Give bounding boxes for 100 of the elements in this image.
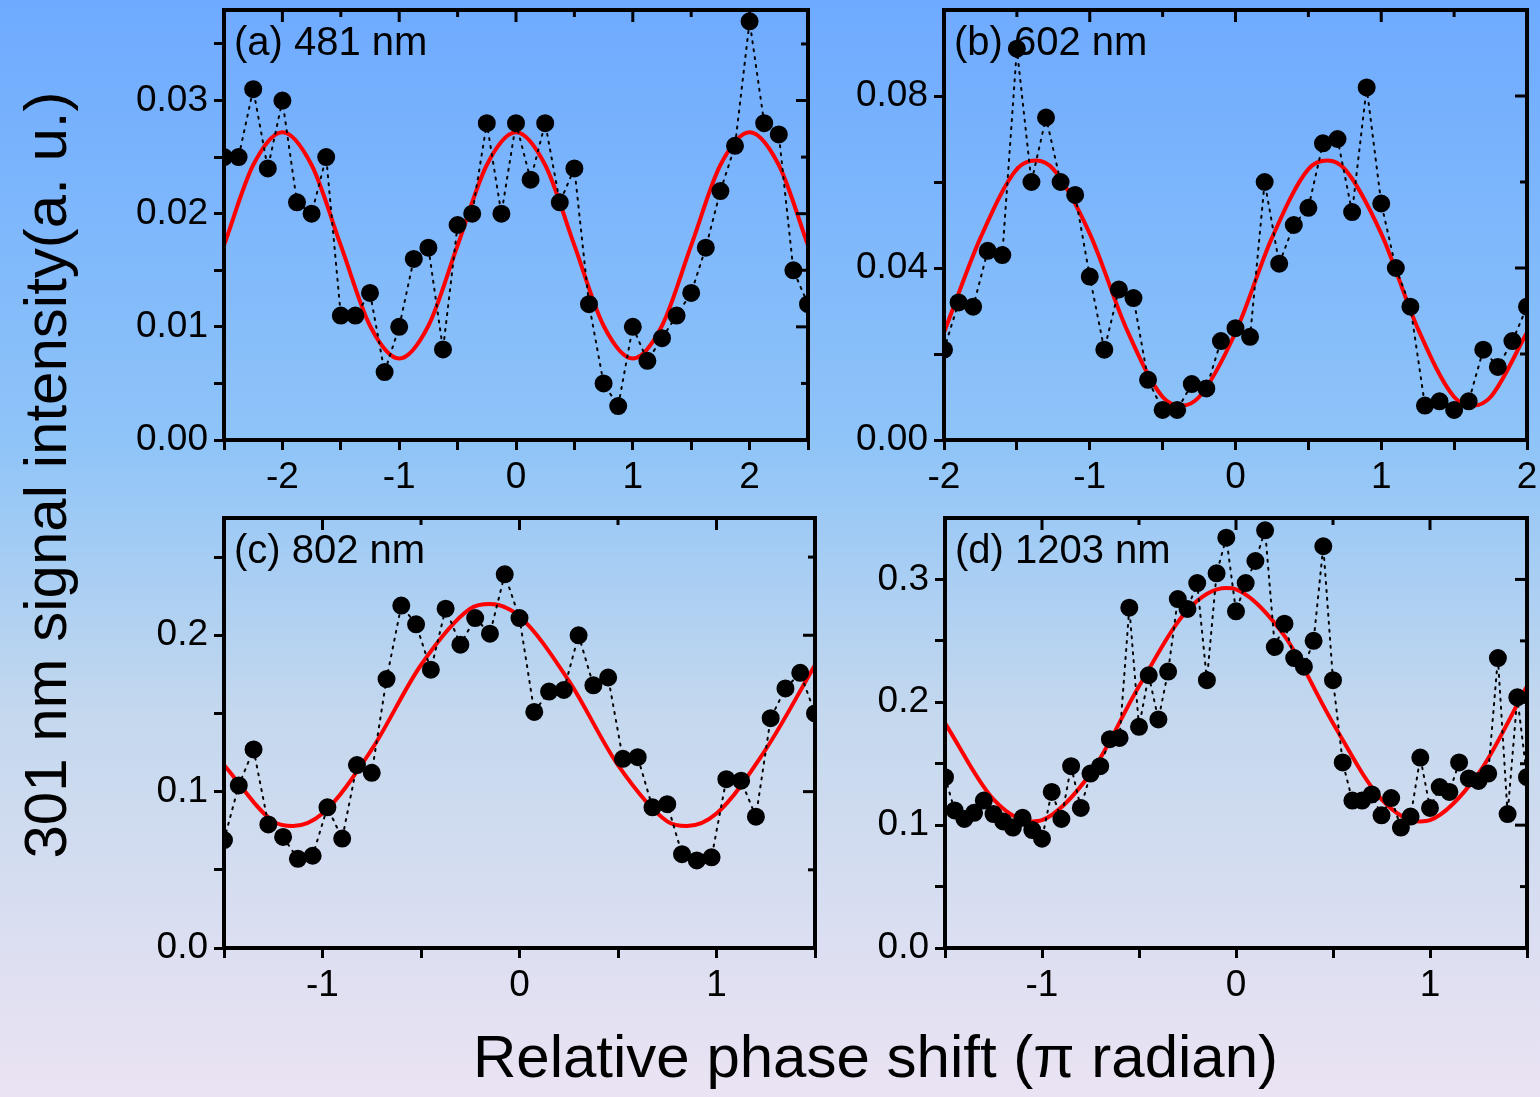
point (1401, 297, 1420, 316)
point (717, 770, 736, 789)
point (451, 635, 470, 654)
point (1182, 375, 1201, 394)
point (540, 682, 559, 701)
point (628, 748, 647, 767)
point (466, 609, 485, 628)
point (1459, 392, 1478, 411)
y-tick-label: 0.01 (135, 304, 208, 346)
point (1313, 134, 1332, 153)
point (726, 136, 744, 155)
point (507, 114, 525, 133)
point (1051, 173, 1070, 191)
point (696, 238, 715, 257)
point (638, 351, 657, 370)
point (682, 283, 701, 302)
point (599, 668, 618, 687)
point (653, 329, 671, 348)
y-tick-label: 0.2 (877, 679, 929, 721)
point (565, 159, 584, 178)
annotation: (a) 481 nm (234, 19, 428, 64)
point (288, 849, 307, 868)
point (273, 91, 292, 110)
x-tick-label: 1 (706, 963, 727, 1005)
point (711, 182, 730, 201)
point (569, 626, 588, 645)
point (1488, 357, 1507, 376)
point (746, 807, 765, 826)
point (463, 204, 482, 223)
point (525, 702, 544, 721)
point (554, 681, 573, 699)
y-tick-label: 0.03 (135, 77, 208, 119)
point (1386, 259, 1405, 277)
point (347, 756, 366, 775)
x-tick-label: 0 (1225, 963, 1247, 1005)
point (673, 845, 692, 864)
point (448, 216, 467, 234)
point (421, 660, 440, 679)
point (667, 306, 686, 325)
point (623, 317, 642, 336)
point (288, 193, 306, 212)
point (1153, 400, 1172, 419)
point (229, 776, 248, 795)
point (1226, 319, 1245, 338)
point (978, 241, 997, 260)
point (1095, 340, 1114, 359)
point (510, 609, 529, 628)
point (658, 795, 677, 814)
x-tick-label: 1 (1370, 455, 1392, 497)
x-tick-label: -1 (1073, 455, 1107, 497)
point (1445, 400, 1464, 419)
point (1124, 289, 1143, 308)
x-tick-label: -1 (1025, 963, 1059, 1005)
point (1430, 392, 1449, 411)
point (964, 297, 983, 316)
point (392, 596, 411, 615)
point (390, 317, 409, 336)
point (784, 261, 803, 280)
point (1241, 327, 1260, 346)
point (303, 846, 322, 865)
y-tick-label: 0.1 (877, 802, 929, 844)
x-tick-label: -2 (927, 455, 961, 497)
point (580, 295, 598, 314)
x-tick-label: 0 (509, 963, 530, 1005)
point (755, 114, 774, 133)
point (1109, 280, 1128, 299)
point (1168, 400, 1187, 419)
point (375, 363, 394, 382)
point (1372, 194, 1391, 213)
point (1328, 130, 1347, 148)
y-axis-title: 301 nm signal intensity(a. u.) (10, 91, 80, 859)
point (318, 798, 337, 817)
point (1474, 340, 1493, 359)
point (258, 159, 277, 178)
point (1415, 396, 1434, 415)
x-tick-label: 1 (1419, 963, 1441, 1005)
point (302, 204, 321, 223)
point (643, 798, 662, 817)
x-tick-label: -1 (382, 455, 416, 497)
point (521, 170, 540, 189)
point (584, 676, 603, 695)
point (362, 763, 381, 782)
point (1022, 173, 1041, 191)
point (495, 565, 514, 584)
point (333, 829, 352, 848)
point (702, 848, 721, 867)
y-tick-label: 0.1 (156, 768, 208, 810)
x-tick-label: 2 (1516, 455, 1538, 497)
point (613, 749, 632, 768)
x-tick-label: 0 (505, 455, 527, 497)
point (317, 148, 336, 167)
point (404, 249, 423, 268)
point (1080, 267, 1099, 286)
x-tick-label: -2 (265, 455, 299, 497)
point (993, 246, 1012, 265)
point (1037, 108, 1056, 127)
point (1299, 198, 1318, 217)
point (1211, 332, 1230, 351)
point (791, 663, 810, 682)
point (687, 851, 706, 870)
